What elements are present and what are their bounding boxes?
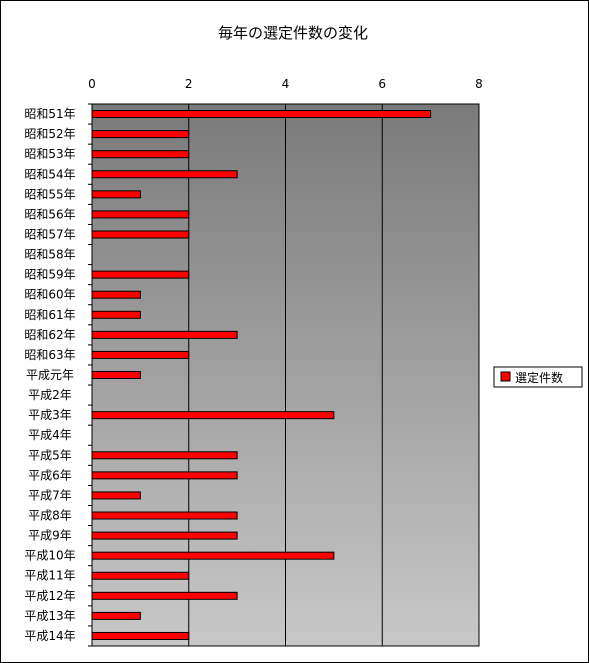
category-label: 平成14年: [24, 629, 75, 643]
category-label: 昭和63年: [24, 348, 75, 362]
category-label: 昭和56年: [24, 207, 75, 221]
category-label: 昭和62年: [24, 328, 75, 342]
category-label: 昭和55年: [24, 187, 75, 201]
category-label: 平成元年: [26, 368, 74, 382]
legend-box: [493, 366, 583, 388]
category-label: 平成13年: [24, 609, 75, 623]
bar: [91, 571, 190, 580]
bar: [91, 471, 238, 480]
category-label: 平成7年: [28, 488, 72, 502]
bar: [91, 531, 238, 540]
bar: [91, 150, 190, 159]
category-label: 平成10年: [24, 549, 75, 563]
category-label: 平成11年: [24, 569, 75, 583]
bar: [91, 330, 238, 339]
bar: [91, 551, 335, 560]
bar: [91, 290, 141, 299]
legend-label: 選定件数: [515, 370, 563, 385]
x-tick-label: 8: [475, 77, 483, 91]
bar: [91, 310, 141, 319]
category-label: 平成12年: [24, 589, 75, 603]
x-tick-label: 0: [88, 77, 96, 91]
bar: [91, 110, 432, 119]
bar: [91, 350, 190, 359]
legend: 選定件数: [493, 366, 583, 388]
category-label: 昭和51年: [24, 107, 75, 121]
category-label: 平成9年: [28, 529, 72, 543]
bar: [91, 130, 190, 139]
bar: [91, 371, 141, 379]
bar: [91, 451, 238, 460]
category-label: 昭和58年: [24, 248, 75, 262]
category-label: 昭和57年: [24, 227, 75, 241]
bar: [91, 511, 238, 520]
bar: [91, 230, 190, 239]
bar: [91, 631, 190, 640]
x-axis-ticks: 0 2 4 6 8: [88, 77, 483, 91]
category-label: 平成8年: [28, 509, 72, 523]
legend-swatch: [500, 371, 511, 382]
x-tick-label: 4: [282, 77, 290, 91]
category-label: 昭和61年: [24, 308, 75, 322]
bar: [91, 170, 238, 179]
category-label: 平成3年: [28, 408, 72, 422]
chart-title: 毎年の選定件数の変化: [218, 24, 368, 42]
category-label: 平成2年: [28, 388, 72, 402]
category-label: 平成5年: [28, 448, 72, 462]
x-tick-label: 6: [378, 77, 386, 91]
bar: [91, 491, 141, 500]
category-label: 昭和60年: [24, 288, 75, 302]
bars: [91, 110, 432, 640]
bar: [91, 591, 238, 600]
category-label: 平成4年: [28, 428, 72, 442]
category-label: 昭和54年: [24, 167, 75, 181]
category-label: 昭和59年: [24, 268, 75, 282]
bar: [91, 210, 190, 219]
bar: [91, 411, 335, 420]
bar: [91, 270, 190, 279]
bar: [91, 190, 141, 199]
y-axis-ticks: [88, 103, 92, 647]
bar: [91, 611, 141, 620]
category-label: 昭和53年: [24, 147, 75, 161]
x-tick-label: 2: [185, 77, 193, 91]
category-labels: 昭和51年昭和52年昭和53年昭和54年昭和55年昭和56年昭和57年昭和58年…: [24, 107, 75, 643]
category-label: 平成6年: [28, 468, 72, 482]
category-label: 昭和52年: [24, 127, 75, 141]
